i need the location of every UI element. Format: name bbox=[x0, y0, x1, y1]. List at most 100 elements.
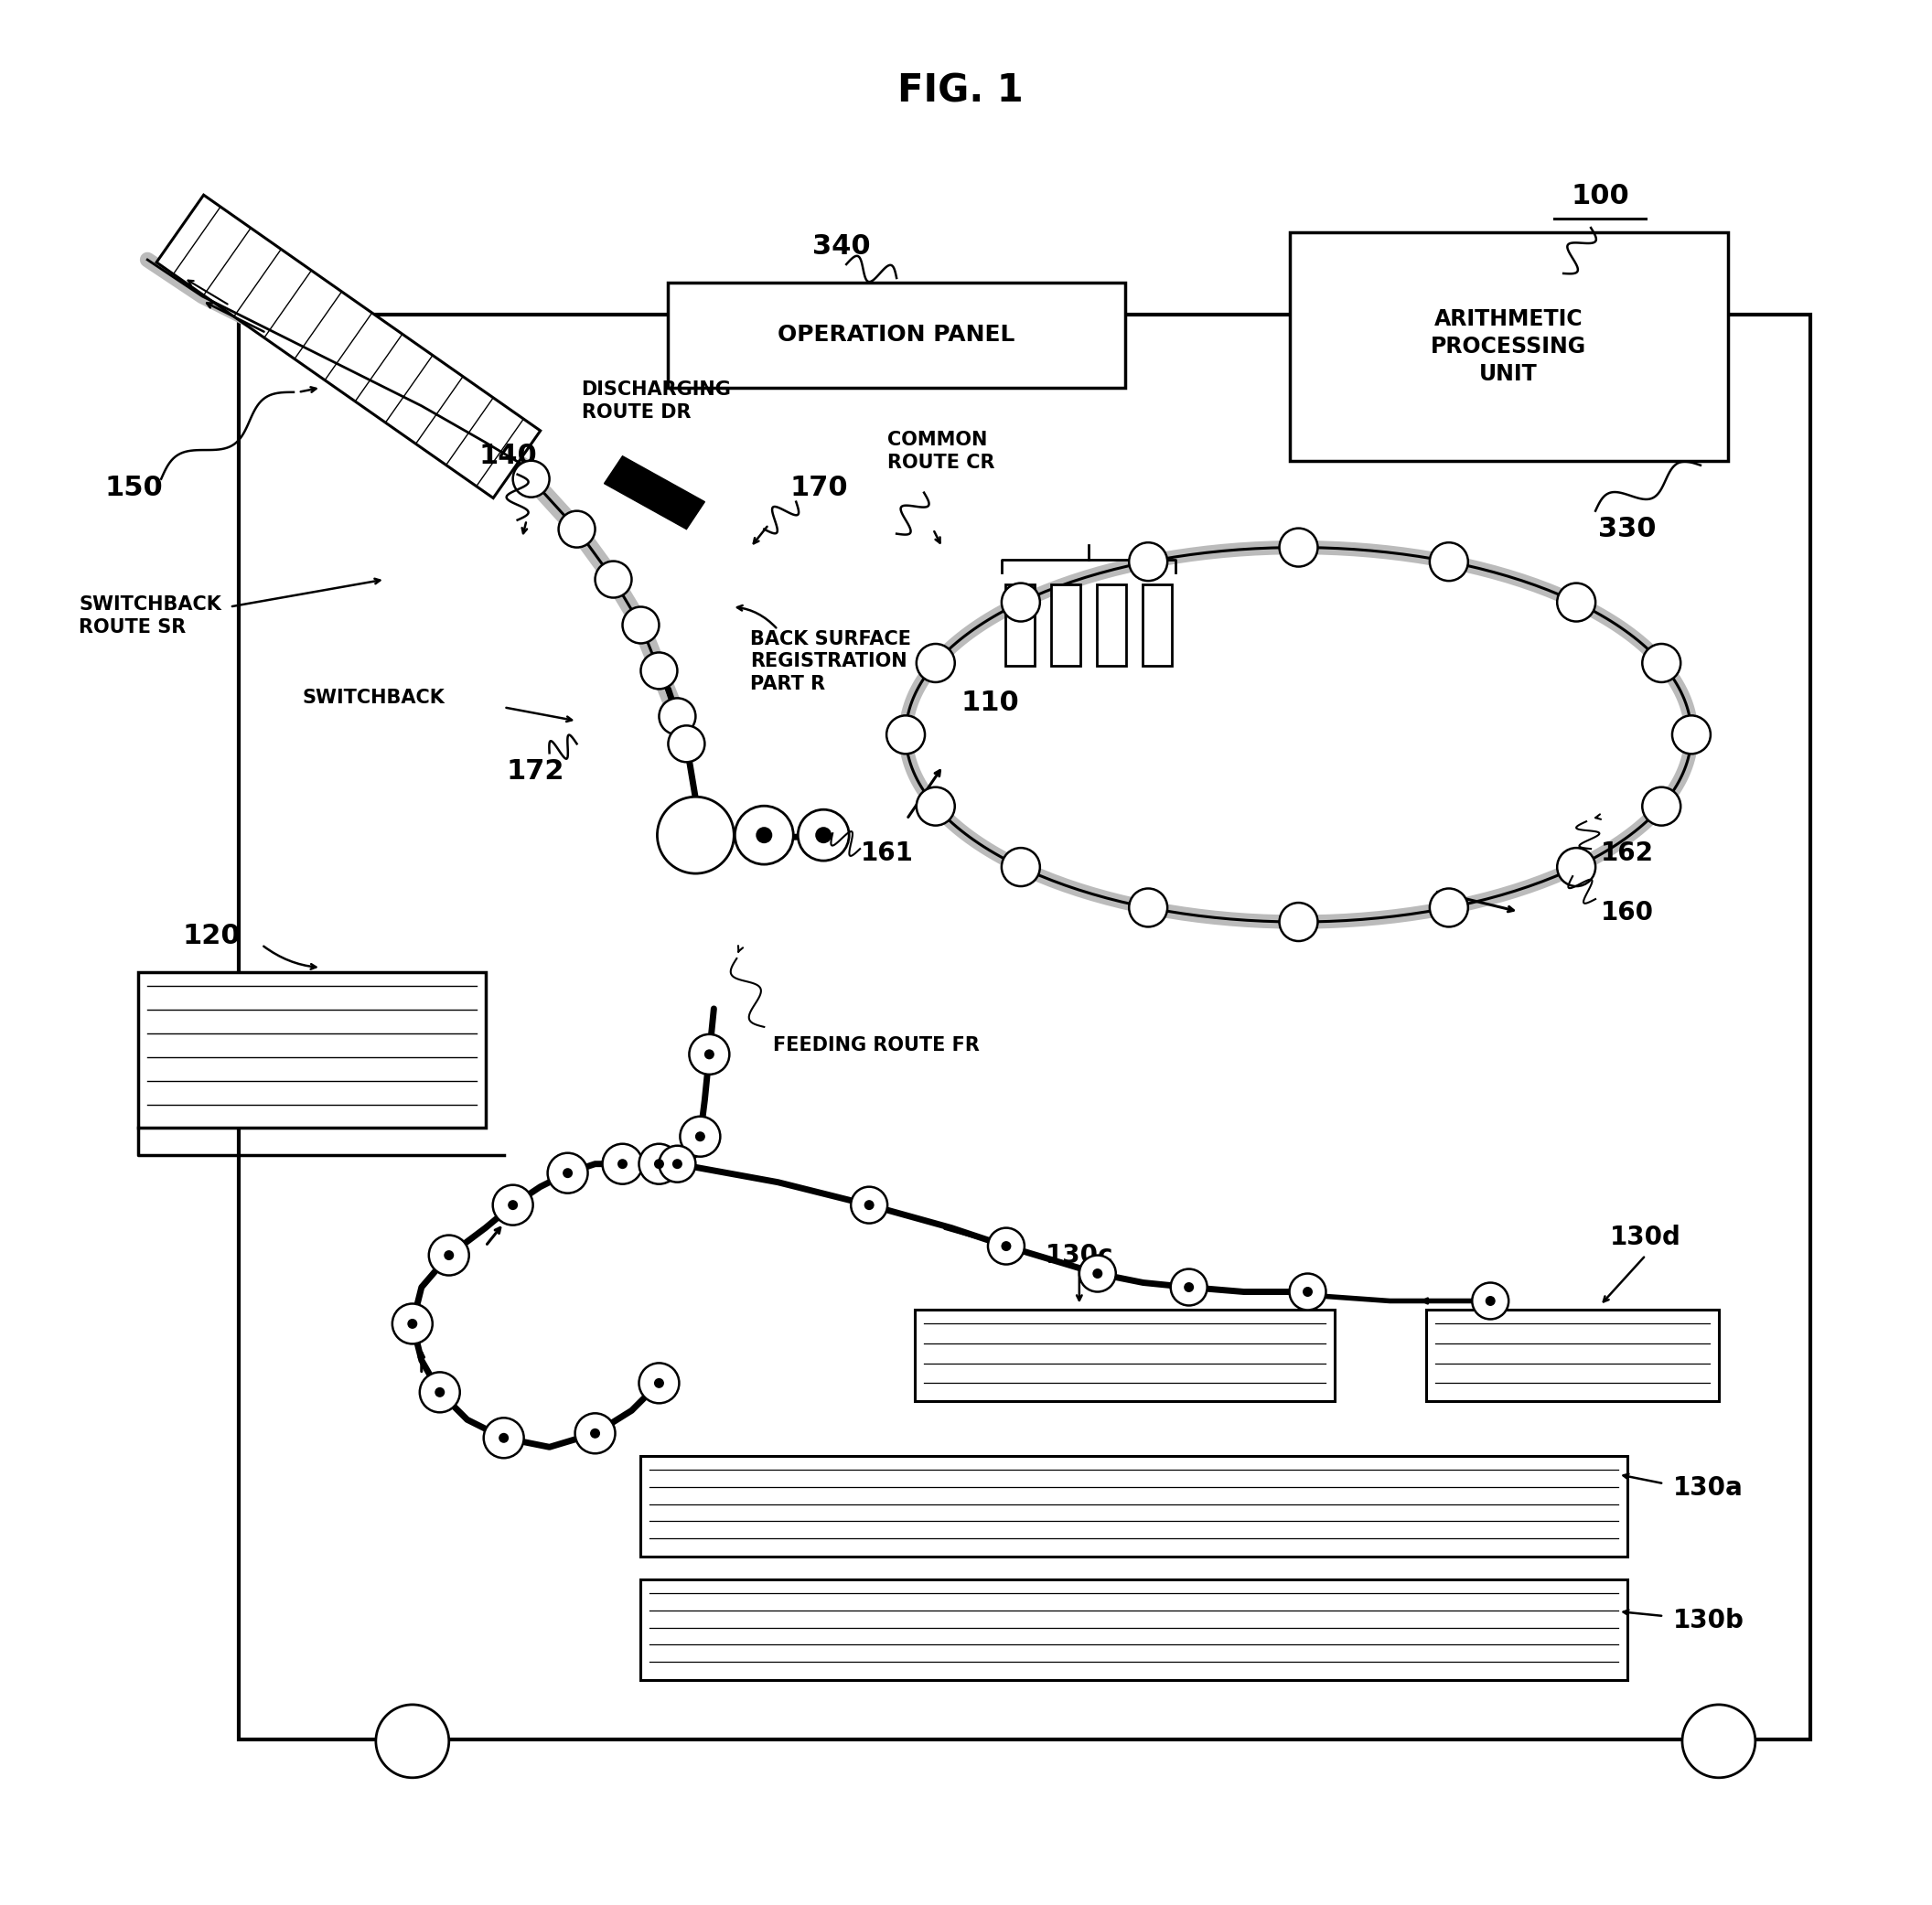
Bar bbox=[1289, 232, 1727, 461]
Circle shape bbox=[1430, 543, 1468, 581]
Text: 160: 160 bbox=[1602, 899, 1654, 926]
Circle shape bbox=[655, 1377, 665, 1389]
Circle shape bbox=[672, 1158, 682, 1170]
Text: 130a: 130a bbox=[1673, 1474, 1743, 1501]
Circle shape bbox=[498, 1433, 508, 1442]
Bar bbox=[641, 1455, 1627, 1556]
Circle shape bbox=[595, 562, 632, 598]
Text: 120: 120 bbox=[182, 922, 240, 949]
Circle shape bbox=[1279, 903, 1318, 941]
Circle shape bbox=[815, 827, 831, 844]
Circle shape bbox=[1128, 543, 1167, 581]
Circle shape bbox=[680, 1116, 721, 1156]
Circle shape bbox=[512, 461, 549, 497]
Circle shape bbox=[657, 796, 734, 874]
Text: 170: 170 bbox=[790, 474, 848, 501]
Text: 110: 110 bbox=[960, 690, 1018, 716]
Circle shape bbox=[618, 1158, 628, 1170]
Circle shape bbox=[392, 1303, 433, 1343]
Circle shape bbox=[1302, 1286, 1312, 1297]
Circle shape bbox=[429, 1234, 469, 1274]
Circle shape bbox=[1557, 583, 1596, 621]
Circle shape bbox=[547, 1153, 587, 1193]
Text: FEEDING ROUTE FR: FEEDING ROUTE FR bbox=[773, 1036, 980, 1053]
Text: FIG. 1: FIG. 1 bbox=[898, 72, 1024, 110]
Circle shape bbox=[419, 1372, 460, 1412]
Circle shape bbox=[705, 1050, 715, 1059]
Bar bbox=[668, 282, 1124, 387]
Bar bbox=[916, 1311, 1335, 1402]
Text: 340: 340 bbox=[813, 232, 871, 259]
Bar bbox=[139, 972, 485, 1128]
Circle shape bbox=[1486, 1295, 1495, 1307]
Circle shape bbox=[1001, 583, 1039, 621]
Bar bbox=[1097, 585, 1126, 667]
Circle shape bbox=[987, 1229, 1024, 1265]
Polygon shape bbox=[605, 455, 705, 530]
Circle shape bbox=[1279, 528, 1318, 566]
Text: SWITCHBACK
ROUTE SR: SWITCHBACK ROUTE SR bbox=[79, 596, 222, 636]
Circle shape bbox=[668, 726, 705, 762]
Text: BACK SURFACE
REGISTRATION
PART R: BACK SURFACE REGISTRATION PART R bbox=[750, 631, 912, 693]
Circle shape bbox=[508, 1200, 518, 1210]
Circle shape bbox=[1184, 1282, 1194, 1292]
Polygon shape bbox=[156, 194, 541, 497]
Circle shape bbox=[916, 644, 954, 682]
Circle shape bbox=[1472, 1282, 1509, 1318]
Circle shape bbox=[483, 1417, 524, 1457]
Bar bbox=[240, 314, 1810, 1739]
Circle shape bbox=[659, 1145, 696, 1183]
Text: 130c: 130c bbox=[1045, 1242, 1113, 1269]
Circle shape bbox=[641, 653, 678, 690]
Text: 150: 150 bbox=[104, 474, 162, 501]
Circle shape bbox=[1128, 888, 1167, 928]
Text: 172: 172 bbox=[506, 758, 564, 785]
Circle shape bbox=[408, 1318, 417, 1330]
Bar bbox=[641, 1579, 1627, 1680]
Circle shape bbox=[1092, 1269, 1103, 1278]
Text: 161: 161 bbox=[862, 840, 914, 867]
Bar bbox=[1426, 1311, 1719, 1402]
Circle shape bbox=[435, 1387, 444, 1396]
Circle shape bbox=[622, 608, 659, 644]
Text: 140: 140 bbox=[479, 442, 537, 469]
Bar bbox=[1142, 585, 1171, 667]
Bar bbox=[1005, 585, 1034, 667]
Circle shape bbox=[639, 1143, 680, 1185]
Circle shape bbox=[1642, 787, 1681, 825]
Circle shape bbox=[734, 806, 794, 865]
Circle shape bbox=[562, 1168, 572, 1177]
Text: ARITHMETIC
PROCESSING
UNIT: ARITHMETIC PROCESSING UNIT bbox=[1432, 309, 1586, 385]
Circle shape bbox=[1673, 716, 1710, 754]
Circle shape bbox=[850, 1187, 887, 1223]
Circle shape bbox=[589, 1429, 601, 1438]
Circle shape bbox=[493, 1185, 533, 1225]
Circle shape bbox=[755, 827, 773, 844]
Circle shape bbox=[887, 716, 925, 754]
Circle shape bbox=[377, 1705, 448, 1777]
Circle shape bbox=[1683, 1705, 1756, 1777]
Text: 100: 100 bbox=[1571, 183, 1629, 210]
Circle shape bbox=[1430, 888, 1468, 928]
Text: 330: 330 bbox=[1598, 516, 1656, 543]
Circle shape bbox=[576, 1414, 614, 1454]
Circle shape bbox=[1557, 848, 1596, 886]
Circle shape bbox=[603, 1143, 643, 1185]
Circle shape bbox=[916, 787, 954, 825]
Text: SWITCHBACK: SWITCHBACK bbox=[303, 690, 446, 707]
Text: 130d: 130d bbox=[1609, 1225, 1681, 1250]
Circle shape bbox=[639, 1364, 680, 1404]
Circle shape bbox=[864, 1200, 873, 1210]
Text: COMMON
ROUTE CR: COMMON ROUTE CR bbox=[887, 431, 995, 472]
Circle shape bbox=[1001, 1242, 1010, 1252]
Circle shape bbox=[690, 1034, 730, 1074]
Circle shape bbox=[558, 511, 595, 547]
Circle shape bbox=[1001, 848, 1039, 886]
Circle shape bbox=[1080, 1255, 1117, 1292]
Text: OPERATION PANEL: OPERATION PANEL bbox=[779, 324, 1014, 347]
Circle shape bbox=[1642, 644, 1681, 682]
Circle shape bbox=[1289, 1274, 1325, 1311]
Text: DISCHARGING
ROUTE DR: DISCHARGING ROUTE DR bbox=[582, 381, 732, 421]
Text: 130b: 130b bbox=[1673, 1608, 1745, 1633]
Text: 162: 162 bbox=[1602, 840, 1654, 867]
